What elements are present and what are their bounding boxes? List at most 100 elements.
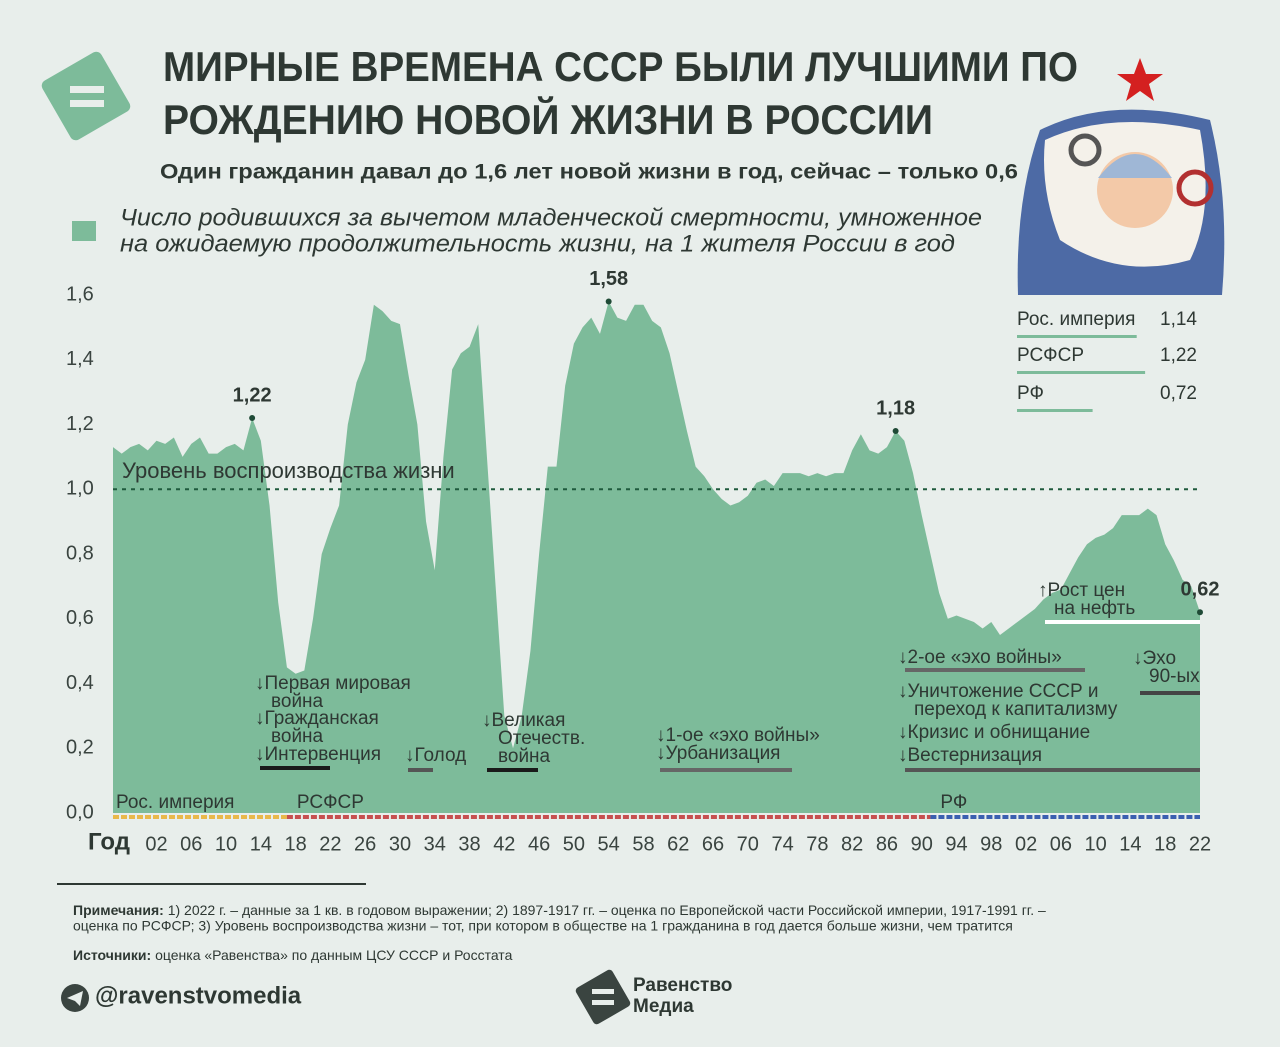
y-tick-label: 0,0 — [66, 801, 94, 823]
event-bar — [260, 766, 330, 770]
point-marker — [605, 298, 612, 305]
event-label: война — [498, 746, 551, 767]
value-label: 1,22 — [233, 384, 272, 406]
illustration — [1017, 58, 1225, 295]
logo — [41, 51, 131, 141]
notes-label: Примечания: — [73, 902, 164, 918]
event-label: ↓Голод — [405, 745, 466, 766]
average-value: 0,72 — [1160, 383, 1197, 404]
average-bar — [1017, 371, 1146, 374]
event-bar — [905, 768, 1200, 772]
notes: Примечания: 1) 2022 г. – данные за 1 кв.… — [73, 902, 1046, 918]
event-label: ↓Уничтожение СССР и — [898, 681, 1099, 702]
x-tick-label: 10 — [1085, 833, 1107, 855]
average-value: 1,22 — [1160, 345, 1197, 366]
brand: Равенство — [633, 975, 732, 996]
event-bar — [1045, 620, 1200, 624]
event-bar — [408, 768, 433, 772]
y-tick-label: 0,6 — [66, 607, 94, 629]
legend-swatch — [72, 221, 96, 241]
y-tick-label: 1,2 — [66, 413, 94, 435]
value-label: 1,58 — [589, 268, 628, 290]
event-label: ↓Урбанизация — [656, 743, 780, 764]
value-label: 1,18 — [876, 397, 915, 419]
y-tick-label: 1,0 — [66, 478, 94, 500]
event-label: ↓Первая мировая — [255, 673, 411, 694]
y-tick-label: 1,4 — [66, 348, 94, 370]
reference-label: Уровень воспроизводства жизни — [122, 458, 455, 483]
brand-logo — [575, 969, 631, 1025]
event-label: война — [271, 726, 324, 747]
event-label: 90-ых — [1149, 666, 1200, 687]
point-marker — [892, 427, 899, 434]
y-tick-label: 0,4 — [66, 672, 94, 694]
event-label: ↑Рост цен — [1038, 580, 1125, 601]
period-label: РФ — [940, 792, 967, 813]
x-tick-label: 02 — [1015, 833, 1037, 855]
point-marker — [1197, 609, 1203, 616]
x-tick-label: 14 — [250, 833, 272, 855]
event-bar — [1140, 691, 1200, 695]
legend-text: на ожидаемую продолжительность жизни, на… — [120, 230, 955, 257]
event-label: Отечеств. — [498, 728, 585, 749]
event-label: ↓Вестернизация — [898, 745, 1042, 766]
point-marker — [249, 415, 256, 422]
subtitle: Один гражданин давал до 1,6 лет новой жи… — [160, 161, 1018, 184]
x-tick-label: 02 — [145, 833, 167, 855]
event-label: ↓Кризис и обнищание — [898, 722, 1090, 743]
x-tick-label: 30 — [389, 833, 411, 855]
x-tick-label: 50 — [563, 833, 585, 855]
x-tick-label: 06 — [180, 833, 202, 855]
x-tick-label: 22 — [319, 833, 341, 855]
x-tick-label: 22 — [1189, 833, 1211, 855]
title: МИРНЫЕ ВРЕМЕНА СССР БЫЛИ ЛУЧШИМИ ПО — [163, 43, 1078, 90]
x-tick-label: 18 — [284, 833, 306, 855]
event-bar — [487, 768, 538, 772]
average-value: 1,14 — [1160, 309, 1197, 330]
x-tick-label: 58 — [632, 833, 654, 855]
event-label: переход к капитализму — [914, 699, 1118, 720]
event-label: ↓2-ое «эхо войны» — [898, 647, 1062, 668]
x-tick-label: 78 — [806, 833, 828, 855]
x-tick-label: 74 — [771, 833, 793, 855]
event-label: ↓Интервенция — [255, 744, 381, 765]
average-name: Рос. империя — [1017, 309, 1135, 330]
x-tick-label: 26 — [354, 833, 376, 855]
x-tick-label: 34 — [424, 833, 446, 855]
value-label: 0,62 — [1181, 579, 1220, 601]
x-tick-label: 94 — [945, 833, 967, 855]
event-bar — [905, 668, 1085, 672]
average-bar — [1017, 335, 1137, 338]
x-tick-label: 54 — [598, 833, 620, 855]
event-bar — [660, 768, 792, 772]
sources: Источники: оценка «Равенства» по данным … — [73, 947, 513, 963]
y-tick-label: 1,6 — [66, 283, 94, 305]
y-tick-label: 0,2 — [66, 737, 94, 759]
event-label: ↓Эхо — [1133, 648, 1176, 669]
legend-text: Число родившихся за вычетом младенческой… — [120, 204, 982, 231]
x-tick-label: 42 — [493, 833, 515, 855]
period-label: РСФСР — [297, 792, 364, 813]
x-tick-label: 38 — [458, 833, 480, 855]
brand: Медиа — [633, 996, 694, 1017]
average-name: РФ — [1017, 383, 1044, 404]
y-tick-label: 0,8 — [66, 542, 94, 564]
event-label: на нефть — [1054, 598, 1135, 619]
x-tick-label: 06 — [1050, 833, 1072, 855]
event-label: ↓Великая — [482, 710, 565, 731]
x-tick-label: 66 — [702, 833, 724, 855]
area — [113, 301, 1200, 813]
event-label: война — [271, 691, 324, 712]
title: РОЖДЕНИЮ НОВОЙ ЖИЗНИ В РОССИИ — [163, 95, 933, 143]
event-label: ↓1-ое «эхо войны» — [656, 725, 820, 746]
x-tick-label: 86 — [876, 833, 898, 855]
x-axis-label: Год — [88, 828, 130, 855]
x-tick-label: 62 — [667, 833, 689, 855]
x-tick-label: 70 — [737, 833, 759, 855]
x-tick-label: 46 — [528, 833, 550, 855]
x-tick-label: 10 — [215, 833, 237, 855]
x-tick-label: 90 — [911, 833, 933, 855]
x-tick-label: 18 — [1154, 833, 1176, 855]
